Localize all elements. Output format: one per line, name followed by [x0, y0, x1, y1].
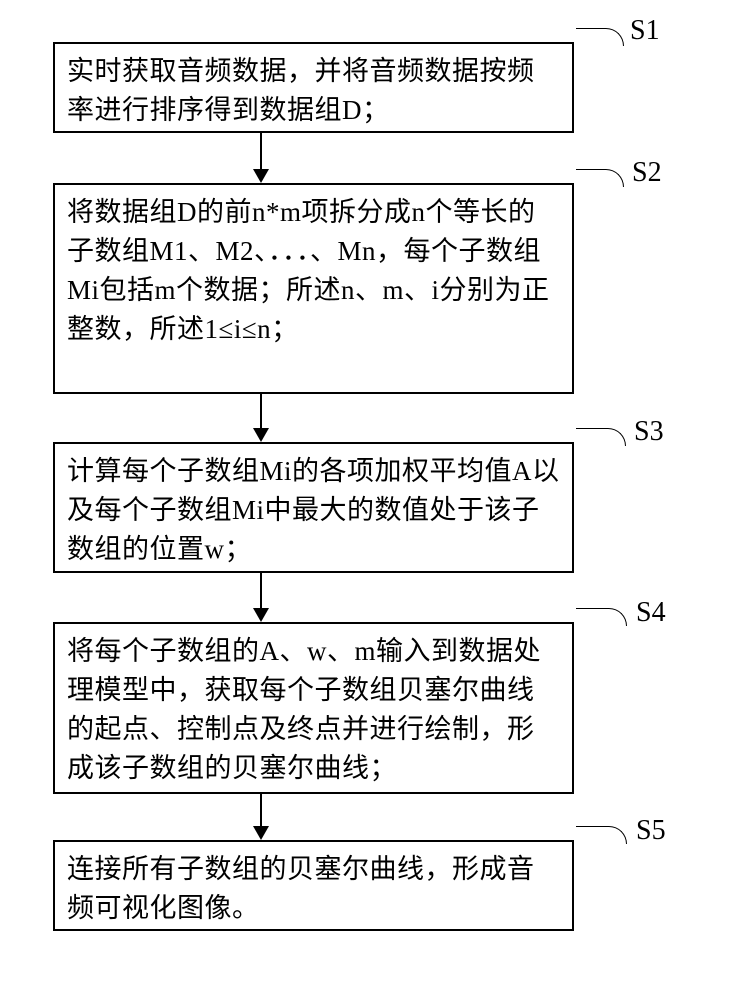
arrow-s2-s3 — [260, 394, 262, 428]
step-label-s4: S4 — [636, 597, 666, 629]
step-label-s3: S3 — [634, 416, 664, 448]
step-box-s3: 计算每个子数组Mi的各项加权平均值A以及每个子数组Mi中最大的数值处于该子数组的… — [53, 442, 574, 573]
arrow-head-s1-s2 — [253, 169, 269, 183]
step-box-s2: 将数据组D的前n*m项拆分成n个等长的子数组M1、M2、．．．、Mn，每个子数组… — [53, 183, 574, 394]
flowchart-container: 实时获取音频数据，并将音频数据按频率进行排序得到数据组D； S1 将数据组D的前… — [0, 0, 731, 1000]
arrow-s1-s2 — [260, 133, 262, 169]
step-text-s5: 连接所有子数组的贝塞尔曲线，形成音频可视化图像。 — [67, 854, 535, 923]
step-text-s3: 计算每个子数组Mi的各项加权平均值A以及每个子数组Mi中最大的数值处于该子数组的… — [67, 456, 560, 564]
arrow-head-s2-s3 — [253, 428, 269, 442]
arrow-s4-s5 — [260, 794, 262, 826]
step-box-s4: 将每个子数组的A、w、m输入到数据处理模型中，获取每个子数组贝塞尔曲线的起点、控… — [53, 622, 574, 794]
label-connector-s4 — [576, 608, 627, 626]
step-box-s5: 连接所有子数组的贝塞尔曲线，形成音频可视化图像。 — [53, 840, 574, 931]
step-label-s1: S1 — [630, 15, 660, 47]
arrow-head-s4-s5 — [253, 826, 269, 840]
label-connector-s3 — [576, 428, 626, 446]
arrow-s3-s4 — [260, 573, 262, 608]
step-text-s1: 实时获取音频数据，并将音频数据按频率进行排序得到数据组D； — [67, 56, 535, 125]
arrow-head-s3-s4 — [253, 608, 269, 622]
step-box-s1: 实时获取音频数据，并将音频数据按频率进行排序得到数据组D； — [53, 42, 574, 133]
step-label-s2: S2 — [632, 157, 662, 189]
label-connector-s5 — [576, 826, 627, 844]
step-label-s5: S5 — [636, 815, 666, 847]
label-connector-s1 — [576, 28, 624, 46]
label-connector-s2 — [576, 169, 624, 187]
step-text-s4: 将每个子数组的A、w、m输入到数据处理模型中，获取每个子数组贝塞尔曲线的起点、控… — [67, 636, 541, 783]
step-text-s2: 将数据组D的前n*m项拆分成n个等长的子数组M1、M2、．．．、Mn，每个子数组… — [67, 197, 550, 344]
